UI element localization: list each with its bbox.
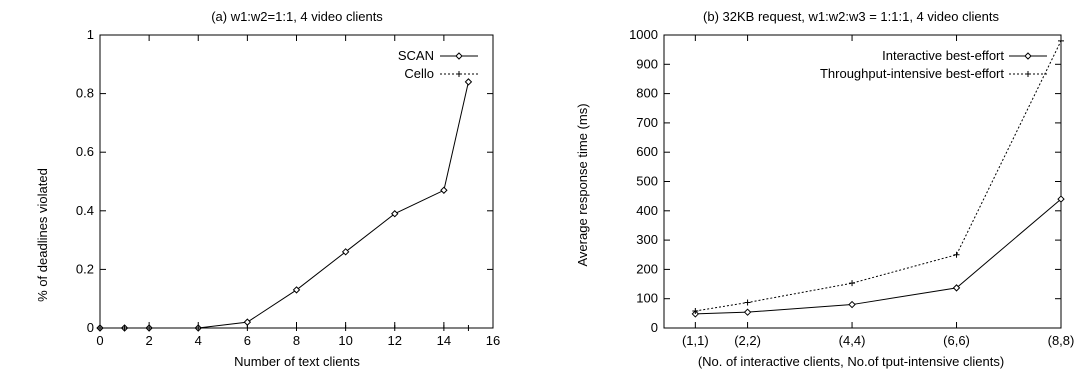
data-point-cello <box>391 325 398 331</box>
chart-a-ytick-label: 0.8 <box>76 86 94 101</box>
chart-b-ytick-label: 300 <box>636 232 658 247</box>
chart-a-ytick-label: 1 <box>87 27 94 42</box>
chart-b-ticks: 0 100 200 300 400 500 600 700 800 900 1000 (1,1) (2,… <box>629 27 1074 348</box>
legend-label-cello: Cello <box>404 66 434 81</box>
data-point-cello <box>293 325 300 331</box>
legend-marker-interactive <box>1024 52 1032 60</box>
chart-b-ylabel: Average response time (ms) <box>575 103 590 266</box>
data-point-cello <box>195 325 202 331</box>
chart-a-xtick-label: 4 <box>195 333 202 348</box>
data-point-cello <box>97 325 103 331</box>
chart-b-xtick-label: (2,2) <box>734 333 761 348</box>
series-line-throughput-intensive-best-effort <box>695 40 1062 312</box>
chart-b-ytick-label: 1000 <box>629 27 658 42</box>
data-point-scan <box>292 286 301 294</box>
chart-b-xtick-label: (8,8) <box>1048 333 1075 348</box>
chart-b-legend: Interactive best-effort Throughput-inten… <box>820 48 1047 81</box>
data-point-interactive-best-effort <box>848 300 856 309</box>
data-point-interactive-best-effort <box>952 284 961 292</box>
chart-a-ytick-label: 0 <box>87 320 94 335</box>
legend-marker-cello <box>456 71 462 77</box>
chart-a-ytick-label: 0.4 <box>76 203 94 218</box>
chart-a-xtick-label: 16 <box>486 333 500 348</box>
legend-marker-throughput <box>1025 71 1031 77</box>
chart-a-xtick-label: 10 <box>338 333 352 348</box>
chart-b-ytick-label: 700 <box>636 115 658 130</box>
chart-a-xtick-label: 0 <box>96 333 103 348</box>
chart-b-series <box>691 37 1065 318</box>
data-point-cello <box>342 325 349 331</box>
chart-b-xlabel: (No. of interactive clients, No.of tput-… <box>698 354 1004 369</box>
data-point-scan <box>464 78 473 86</box>
data-point-throughput-intensive-best-effort <box>744 299 751 306</box>
legend-label-interactive: Interactive best-effort <box>882 48 1004 63</box>
chart-a-ytick-label: 0.6 <box>76 144 94 159</box>
data-point-throughput-intensive-best-effort <box>1058 37 1064 44</box>
chart-b-title: (b) 32KB request, w1:w2:w3 = 1:1:1, 4 vi… <box>703 9 999 24</box>
chart-a: (a) w1:w2=1:1, 4 video clients % of dead… <box>35 9 500 369</box>
chart-b-xtick-label: (4,4) <box>839 333 866 348</box>
data-point-throughput-intensive-best-effort <box>849 280 856 287</box>
chart-b-ytick-label: 0 <box>651 320 658 335</box>
chart-a-xlabel: Number of text clients <box>234 354 360 369</box>
chart-b-xtick-label: (1,1) <box>682 333 709 348</box>
data-point-interactive-best-effort <box>743 308 752 316</box>
data-point-throughput-intensive-best-effort <box>692 308 699 315</box>
chart-a-ytick-label: 0.2 <box>76 261 94 276</box>
series-line-scan <box>100 81 469 329</box>
legend-marker-scan <box>455 52 463 60</box>
data-point-cello <box>440 325 447 331</box>
chart-b-ytick-label: 200 <box>636 261 658 276</box>
legend-label-throughput: Throughput-intensive best-effort <box>820 66 1004 81</box>
data-point-scan <box>243 318 252 326</box>
data-point-cello <box>244 325 251 331</box>
chart-b-ytick-label: 100 <box>636 291 658 306</box>
data-point-scan <box>341 248 350 256</box>
chart-a-series <box>96 78 473 332</box>
chart-b-ytick-label: 400 <box>636 203 658 218</box>
chart-a-plot-frame <box>99 34 494 329</box>
data-point-cello <box>465 325 472 331</box>
chart-a-ticks: 00.20.40.60.810 2 4 6 8 10 12 14 16 <box>76 27 500 348</box>
series-line-interactive-best-effort <box>695 198 1062 315</box>
chart-b-ytick-label: 900 <box>636 56 658 71</box>
data-point-interactive-best-effort <box>1057 195 1065 203</box>
chart-a-xtick-label: 2 <box>146 333 153 348</box>
data-point-cello <box>121 325 128 331</box>
chart-a-legend: SCAN Cello <box>398 48 478 81</box>
data-point-cello <box>146 325 153 331</box>
chart-b: (b) 32KB request, w1:w2:w3 = 1:1:1, 4 vi… <box>575 9 1074 369</box>
chart-a-xtick-label: 6 <box>244 333 251 348</box>
data-point-scan <box>440 186 448 194</box>
chart-b-ytick-label: 600 <box>636 144 658 159</box>
chart-b-ytick-label: 800 <box>636 86 658 101</box>
chart-a-xtick-label: 8 <box>293 333 300 348</box>
data-point-scan <box>391 210 399 218</box>
chart-b-ytick-label: 500 <box>636 174 658 189</box>
chart-b-xtick-label: (6,6) <box>943 333 970 348</box>
chart-a-xtick-label: 12 <box>388 333 402 348</box>
chart-a-ylabel: % of deadlines violated <box>35 168 50 302</box>
chart-a-title: (a) w1:w2=1:1, 4 video clients <box>211 9 383 24</box>
data-point-throughput-intensive-best-effort <box>953 251 960 258</box>
legend-label-scan: SCAN <box>398 48 434 63</box>
chart-a-xtick-label: 14 <box>437 333 451 348</box>
